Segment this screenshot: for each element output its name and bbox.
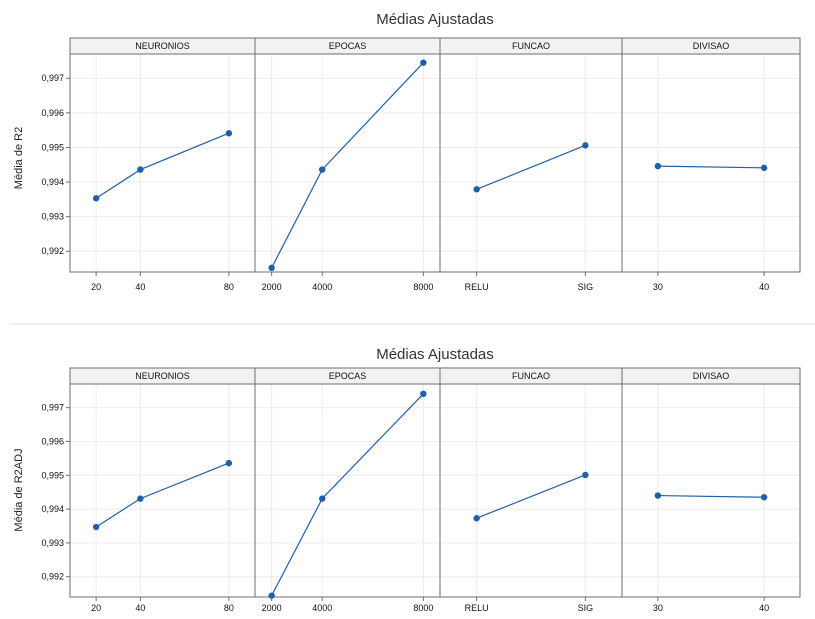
- data-point-epocas-0: [268, 592, 275, 599]
- data-point-funcao-1: [582, 142, 589, 149]
- data-point-neuronios-0: [92, 195, 100, 202]
- series-line-neuronios: [95, 462, 230, 528]
- facet-strip-label: EPOCAS: [329, 41, 367, 51]
- facet-strip-label: DIVISAO: [693, 41, 730, 51]
- data-point-neuronios-2: [225, 130, 233, 137]
- x-tick-label: 40: [135, 603, 145, 613]
- x-tick-label: 80: [224, 603, 234, 613]
- y-tick-label: 0,997: [41, 73, 64, 83]
- x-tick-label: SIG: [578, 282, 594, 292]
- data-point-divisao-1: [760, 494, 768, 501]
- y-tick-label: 0,995: [41, 142, 64, 152]
- x-tick-label: SIG: [578, 603, 594, 613]
- y-tick-label: 0,995: [41, 470, 64, 480]
- y-axis-label: Média de R2: [13, 127, 25, 189]
- facet-strip-label: NEURONIOS: [135, 41, 190, 51]
- series-line-epocas: [271, 62, 424, 269]
- x-tick-label: 80: [224, 282, 234, 292]
- x-tick-label: 30: [653, 603, 663, 613]
- facet-frame: [69, 383, 256, 598]
- data-point-epocas-2: [420, 59, 427, 66]
- x-tick-label: 4000: [312, 603, 332, 613]
- data-point-neuronios-1: [137, 495, 144, 502]
- x-tick-label: 8000: [413, 603, 433, 613]
- facet-frame: [439, 383, 623, 598]
- facet-frame: [621, 383, 801, 598]
- y-tick-label: 0,992: [41, 572, 64, 582]
- y-tick-label: 0,993: [41, 212, 64, 222]
- y-tick-label: 0,992: [41, 246, 64, 256]
- x-tick-label: RELU: [465, 282, 489, 292]
- y-tick-label: 0,996: [41, 436, 64, 446]
- chart-title: Médias Ajustadas: [376, 346, 494, 363]
- series-line-neuronios: [95, 132, 230, 199]
- facet-frame: [69, 53, 256, 273]
- facet-strip-label: DIVISAO: [693, 371, 730, 381]
- y-axis-label: Média de R2ADJ: [13, 448, 25, 531]
- y-tick-label: 0,993: [41, 538, 64, 548]
- data-point-neuronios-2: [225, 459, 233, 467]
- x-tick-label: 2000: [262, 282, 282, 292]
- series-line-divisao: [657, 165, 765, 169]
- facet-strip-label: NEURONIOS: [135, 371, 190, 381]
- facet-frame: [254, 383, 441, 598]
- facet-strip-label: EPOCAS: [329, 371, 367, 381]
- y-tick-label: 0,994: [41, 177, 64, 187]
- data-point-epocas-1: [319, 495, 326, 502]
- x-tick-label: 20: [91, 282, 101, 292]
- chart-title: Médias Ajustadas: [376, 11, 494, 28]
- data-point-epocas-2: [420, 390, 427, 398]
- x-tick-label: 4000: [312, 282, 332, 292]
- data-point-funcao-0: [473, 186, 480, 193]
- facet-frame: [621, 53, 801, 273]
- x-tick-label: 2000: [262, 603, 282, 613]
- x-tick-label: 30: [653, 282, 663, 292]
- x-tick-label: 20: [91, 603, 101, 613]
- data-point-divisao-0: [654, 162, 662, 170]
- series-line-divisao: [657, 494, 765, 498]
- x-tick-label: 8000: [413, 282, 433, 292]
- x-tick-label: 40: [759, 603, 769, 613]
- x-tick-label: RELU: [465, 603, 489, 613]
- data-point-epocas-1: [319, 166, 326, 173]
- data-point-neuronios-1: [137, 166, 144, 173]
- y-tick-label: 0,997: [41, 403, 64, 413]
- facet-strip-label: FUNCAO: [512, 41, 550, 51]
- data-point-funcao-0: [473, 515, 480, 522]
- data-point-neuronios-0: [92, 523, 100, 531]
- y-tick-label: 0,994: [41, 504, 64, 514]
- data-point-divisao-1: [760, 164, 768, 172]
- series-line-funcao: [476, 474, 586, 519]
- data-point-funcao-1: [582, 471, 589, 479]
- data-point-epocas-0: [268, 264, 275, 272]
- series-line-funcao: [476, 144, 586, 190]
- facet-frame: [254, 53, 441, 273]
- x-tick-label: 40: [135, 282, 145, 292]
- facet-frame: [439, 53, 623, 273]
- facet-strip-label: FUNCAO: [512, 371, 550, 381]
- series-line-epocas: [271, 393, 424, 596]
- data-point-divisao-0: [654, 492, 662, 499]
- x-tick-label: 40: [759, 282, 769, 292]
- y-tick-label: 0,996: [41, 108, 64, 118]
